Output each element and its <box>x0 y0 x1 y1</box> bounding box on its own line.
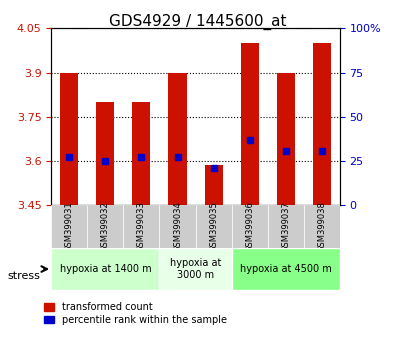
FancyBboxPatch shape <box>231 248 340 290</box>
FancyBboxPatch shape <box>123 205 160 248</box>
Text: GSM399036: GSM399036 <box>245 201 254 252</box>
Bar <box>96 102 115 205</box>
FancyBboxPatch shape <box>160 205 196 248</box>
FancyBboxPatch shape <box>196 205 231 248</box>
Text: GSM399038: GSM399038 <box>317 201 326 252</box>
FancyBboxPatch shape <box>231 205 267 248</box>
Bar <box>60 73 78 205</box>
Legend: transformed count, percentile rank within the sample: transformed count, percentile rank withi… <box>44 302 227 325</box>
Bar <box>241 43 259 205</box>
Text: GDS4929 / 1445600_at: GDS4929 / 1445600_at <box>109 14 286 30</box>
Text: GSM399031: GSM399031 <box>65 201 74 252</box>
Text: hypoxia at
3000 m: hypoxia at 3000 m <box>170 258 221 280</box>
Text: GSM399034: GSM399034 <box>173 201 182 252</box>
Bar <box>132 102 150 205</box>
Text: GSM399032: GSM399032 <box>101 201 110 252</box>
Text: stress: stress <box>8 271 41 281</box>
Text: hypoxia at 4500 m: hypoxia at 4500 m <box>240 264 331 274</box>
Text: GSM399037: GSM399037 <box>281 201 290 252</box>
FancyBboxPatch shape <box>304 205 340 248</box>
Text: GSM399035: GSM399035 <box>209 201 218 252</box>
Bar <box>276 73 295 205</box>
Bar <box>169 73 186 205</box>
FancyBboxPatch shape <box>267 205 304 248</box>
FancyBboxPatch shape <box>87 205 123 248</box>
Text: GSM399033: GSM399033 <box>137 201 146 252</box>
FancyBboxPatch shape <box>51 248 160 290</box>
Text: hypoxia at 1400 m: hypoxia at 1400 m <box>60 264 151 274</box>
Bar <box>313 43 331 205</box>
Bar <box>205 166 222 205</box>
FancyBboxPatch shape <box>160 248 231 290</box>
FancyBboxPatch shape <box>51 205 87 248</box>
